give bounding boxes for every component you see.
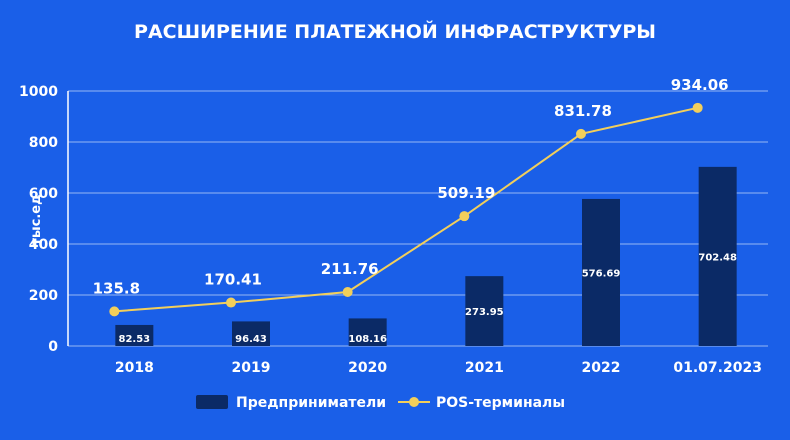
x-tick-label: 01.07.2023 <box>673 360 762 376</box>
x-tick-label: 2020 <box>348 360 387 376</box>
bar-value-label: 108.16 <box>348 334 387 345</box>
gridlines <box>68 90 768 347</box>
line-value-label: 831.78 <box>554 102 612 120</box>
bar <box>115 324 154 346</box>
x-tick-label: 2018 <box>115 360 154 376</box>
bar-value-label: 576.69 <box>582 268 621 279</box>
line-value-label: 211.76 <box>321 260 379 278</box>
line-point <box>459 211 470 222</box>
legend-label-bars: Предприниматели <box>236 395 386 411</box>
line-path <box>114 106 698 313</box>
line-point <box>109 306 120 317</box>
bar <box>465 276 504 346</box>
bar <box>348 318 387 346</box>
y-tick-label: 0 <box>48 339 58 355</box>
x-tick-label: 2022 <box>582 360 621 376</box>
line-value-label: 934.06 <box>671 76 729 94</box>
legend-swatch-marker <box>409 397 419 407</box>
line-point <box>576 128 586 139</box>
y-tick-label: 1000 <box>19 84 58 100</box>
x-tick-label: 2021 <box>465 360 504 376</box>
bar <box>232 321 270 346</box>
legend-swatch-bars <box>196 395 228 409</box>
y-tick-label: 400 <box>29 237 58 253</box>
bar-value-label: 273.95 <box>465 307 504 318</box>
line-point <box>342 287 353 298</box>
line-point <box>226 297 236 308</box>
y-tick-label: 600 <box>29 186 58 202</box>
x-axis: 2018 2019 2020 2021 2022 01.07.2023 <box>115 360 762 376</box>
y-tick-label: 800 <box>29 135 58 151</box>
y-axis: 0 200 400 600 800 1000 <box>19 84 69 355</box>
bar-series: 82.53 96.43 108.16 273.95 576.69 702.48 <box>115 166 737 346</box>
line-value-label: 170.41 <box>204 271 262 289</box>
line-point <box>692 102 703 113</box>
legend-label-line: POS-терминалы <box>436 395 565 411</box>
line-value-label: 509.19 <box>437 184 495 202</box>
y-axis-label: тыс.ед <box>29 194 44 245</box>
y-tick-label: 200 <box>29 288 58 304</box>
chart-title: РАСШИРЕНИЕ ПЛАТЕЖНОЙ ИНФРАСТРУКТУРЫ <box>134 20 656 43</box>
bar-value-label: 96.43 <box>235 334 267 345</box>
line-value-label: 135.8 <box>93 279 140 297</box>
line-series: 135.8 170.41 211.76 509.19 831.78 934.06 <box>93 76 729 317</box>
bar-value-label: 82.53 <box>119 334 151 345</box>
x-tick-label: 2019 <box>232 360 271 376</box>
bar <box>698 166 737 346</box>
legend: Предприниматели POS-терминалы <box>196 395 565 411</box>
bar <box>582 198 620 346</box>
bar-value-label: 702.48 <box>698 252 737 263</box>
